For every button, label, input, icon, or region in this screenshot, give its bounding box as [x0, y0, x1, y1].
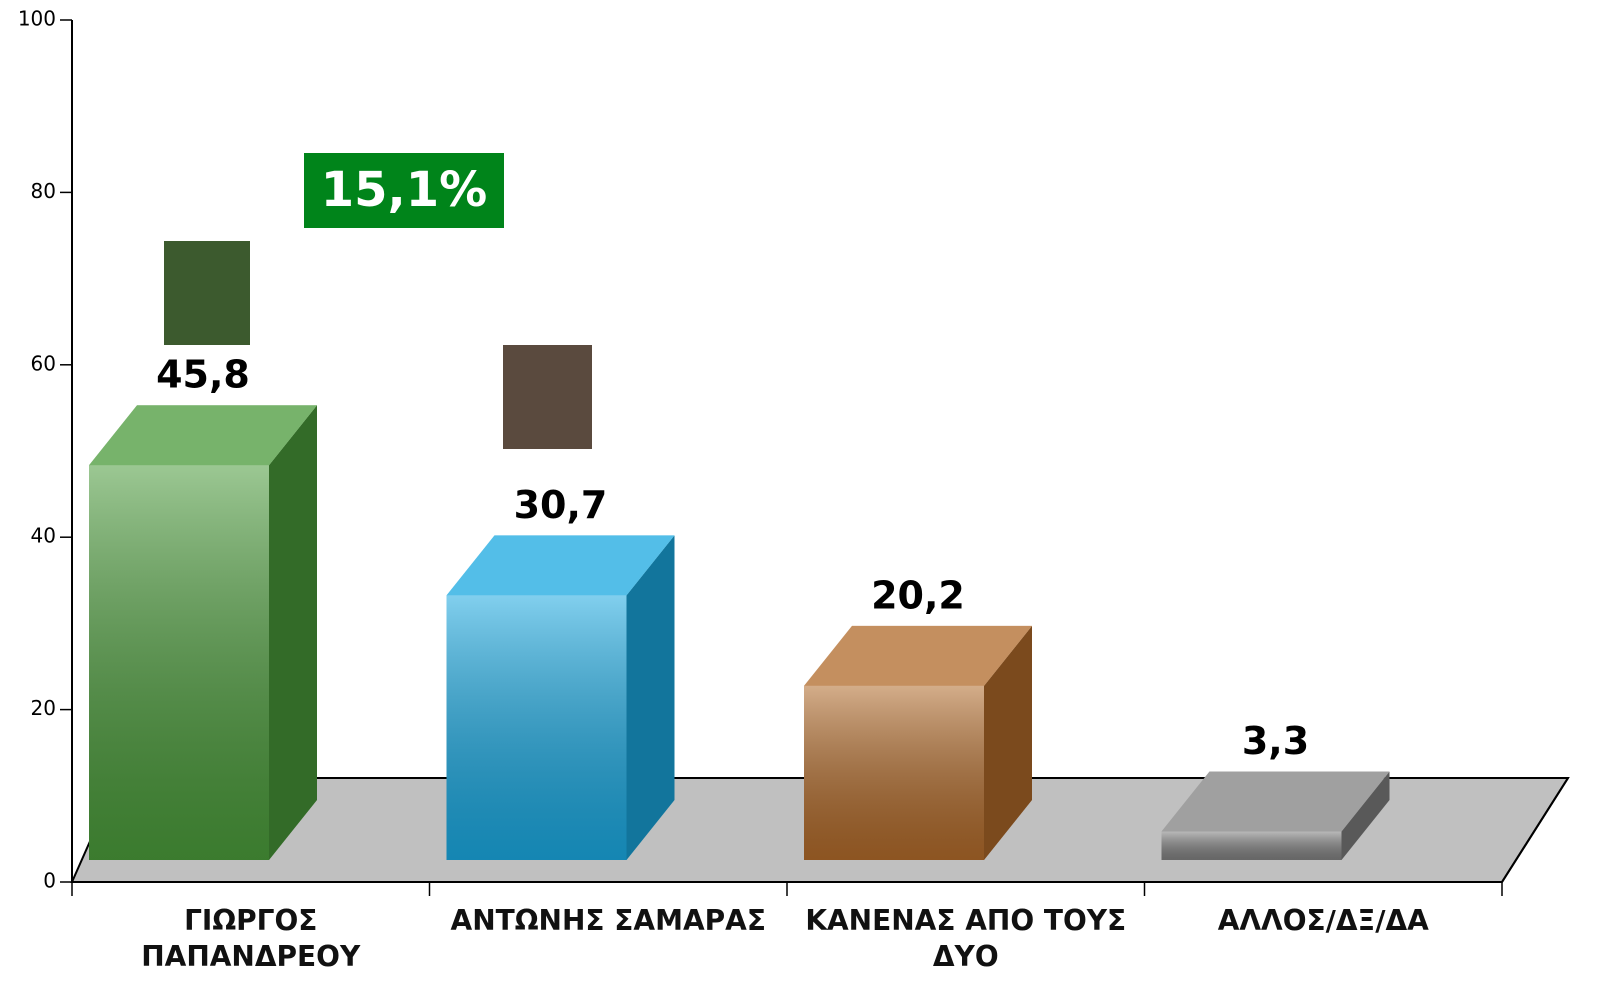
value-label: 30,7 [514, 483, 608, 527]
photo [164, 241, 250, 345]
y-tick-label: 100 [18, 7, 56, 31]
value-label: 20,2 [871, 573, 965, 617]
bar-shade [447, 595, 627, 860]
x-tick-label: ΑΛΛΟΣ/ΔΞ/ΔΑ [1153, 903, 1493, 939]
y-tick-label: 40 [31, 524, 56, 548]
chart: 0 20 40 60 80 100 45,8 30,7 20,2 3,3 15,1% ΓΙΩΡΓΟ… [0, 0, 1602, 993]
y-tick-label: 0 [43, 869, 56, 893]
y-tick-label: 80 [31, 179, 56, 203]
photo [503, 345, 592, 449]
x-tick-label: ΑΝΤΩΝΗΣ ΣΑΜΑΡΑΣ [438, 903, 778, 939]
value-label: 3,3 [1242, 719, 1309, 763]
annotation: 15,1% [304, 153, 504, 228]
value-label: 45,8 [156, 353, 250, 397]
bar-shade [89, 465, 269, 860]
bar-shade [1162, 832, 1342, 860]
bar-shade [804, 686, 984, 860]
y-tick-label: 60 [31, 351, 56, 375]
chart-svg: 0 20 40 60 80 100 45,8 30,7 20,2 3,3 [0, 0, 1602, 993]
y-tick-label: 20 [31, 696, 56, 720]
x-tick-label: ΓΙΩΡΓΟΣ ΠΑΠΑΝΔΡΕΟΥ [81, 903, 421, 975]
bar-side-shade [269, 405, 317, 860]
x-tick-label: ΚΑΝΕΝΑΣ ΑΠΟ ΤΟΥΣ ΔΥΟ [796, 903, 1136, 975]
